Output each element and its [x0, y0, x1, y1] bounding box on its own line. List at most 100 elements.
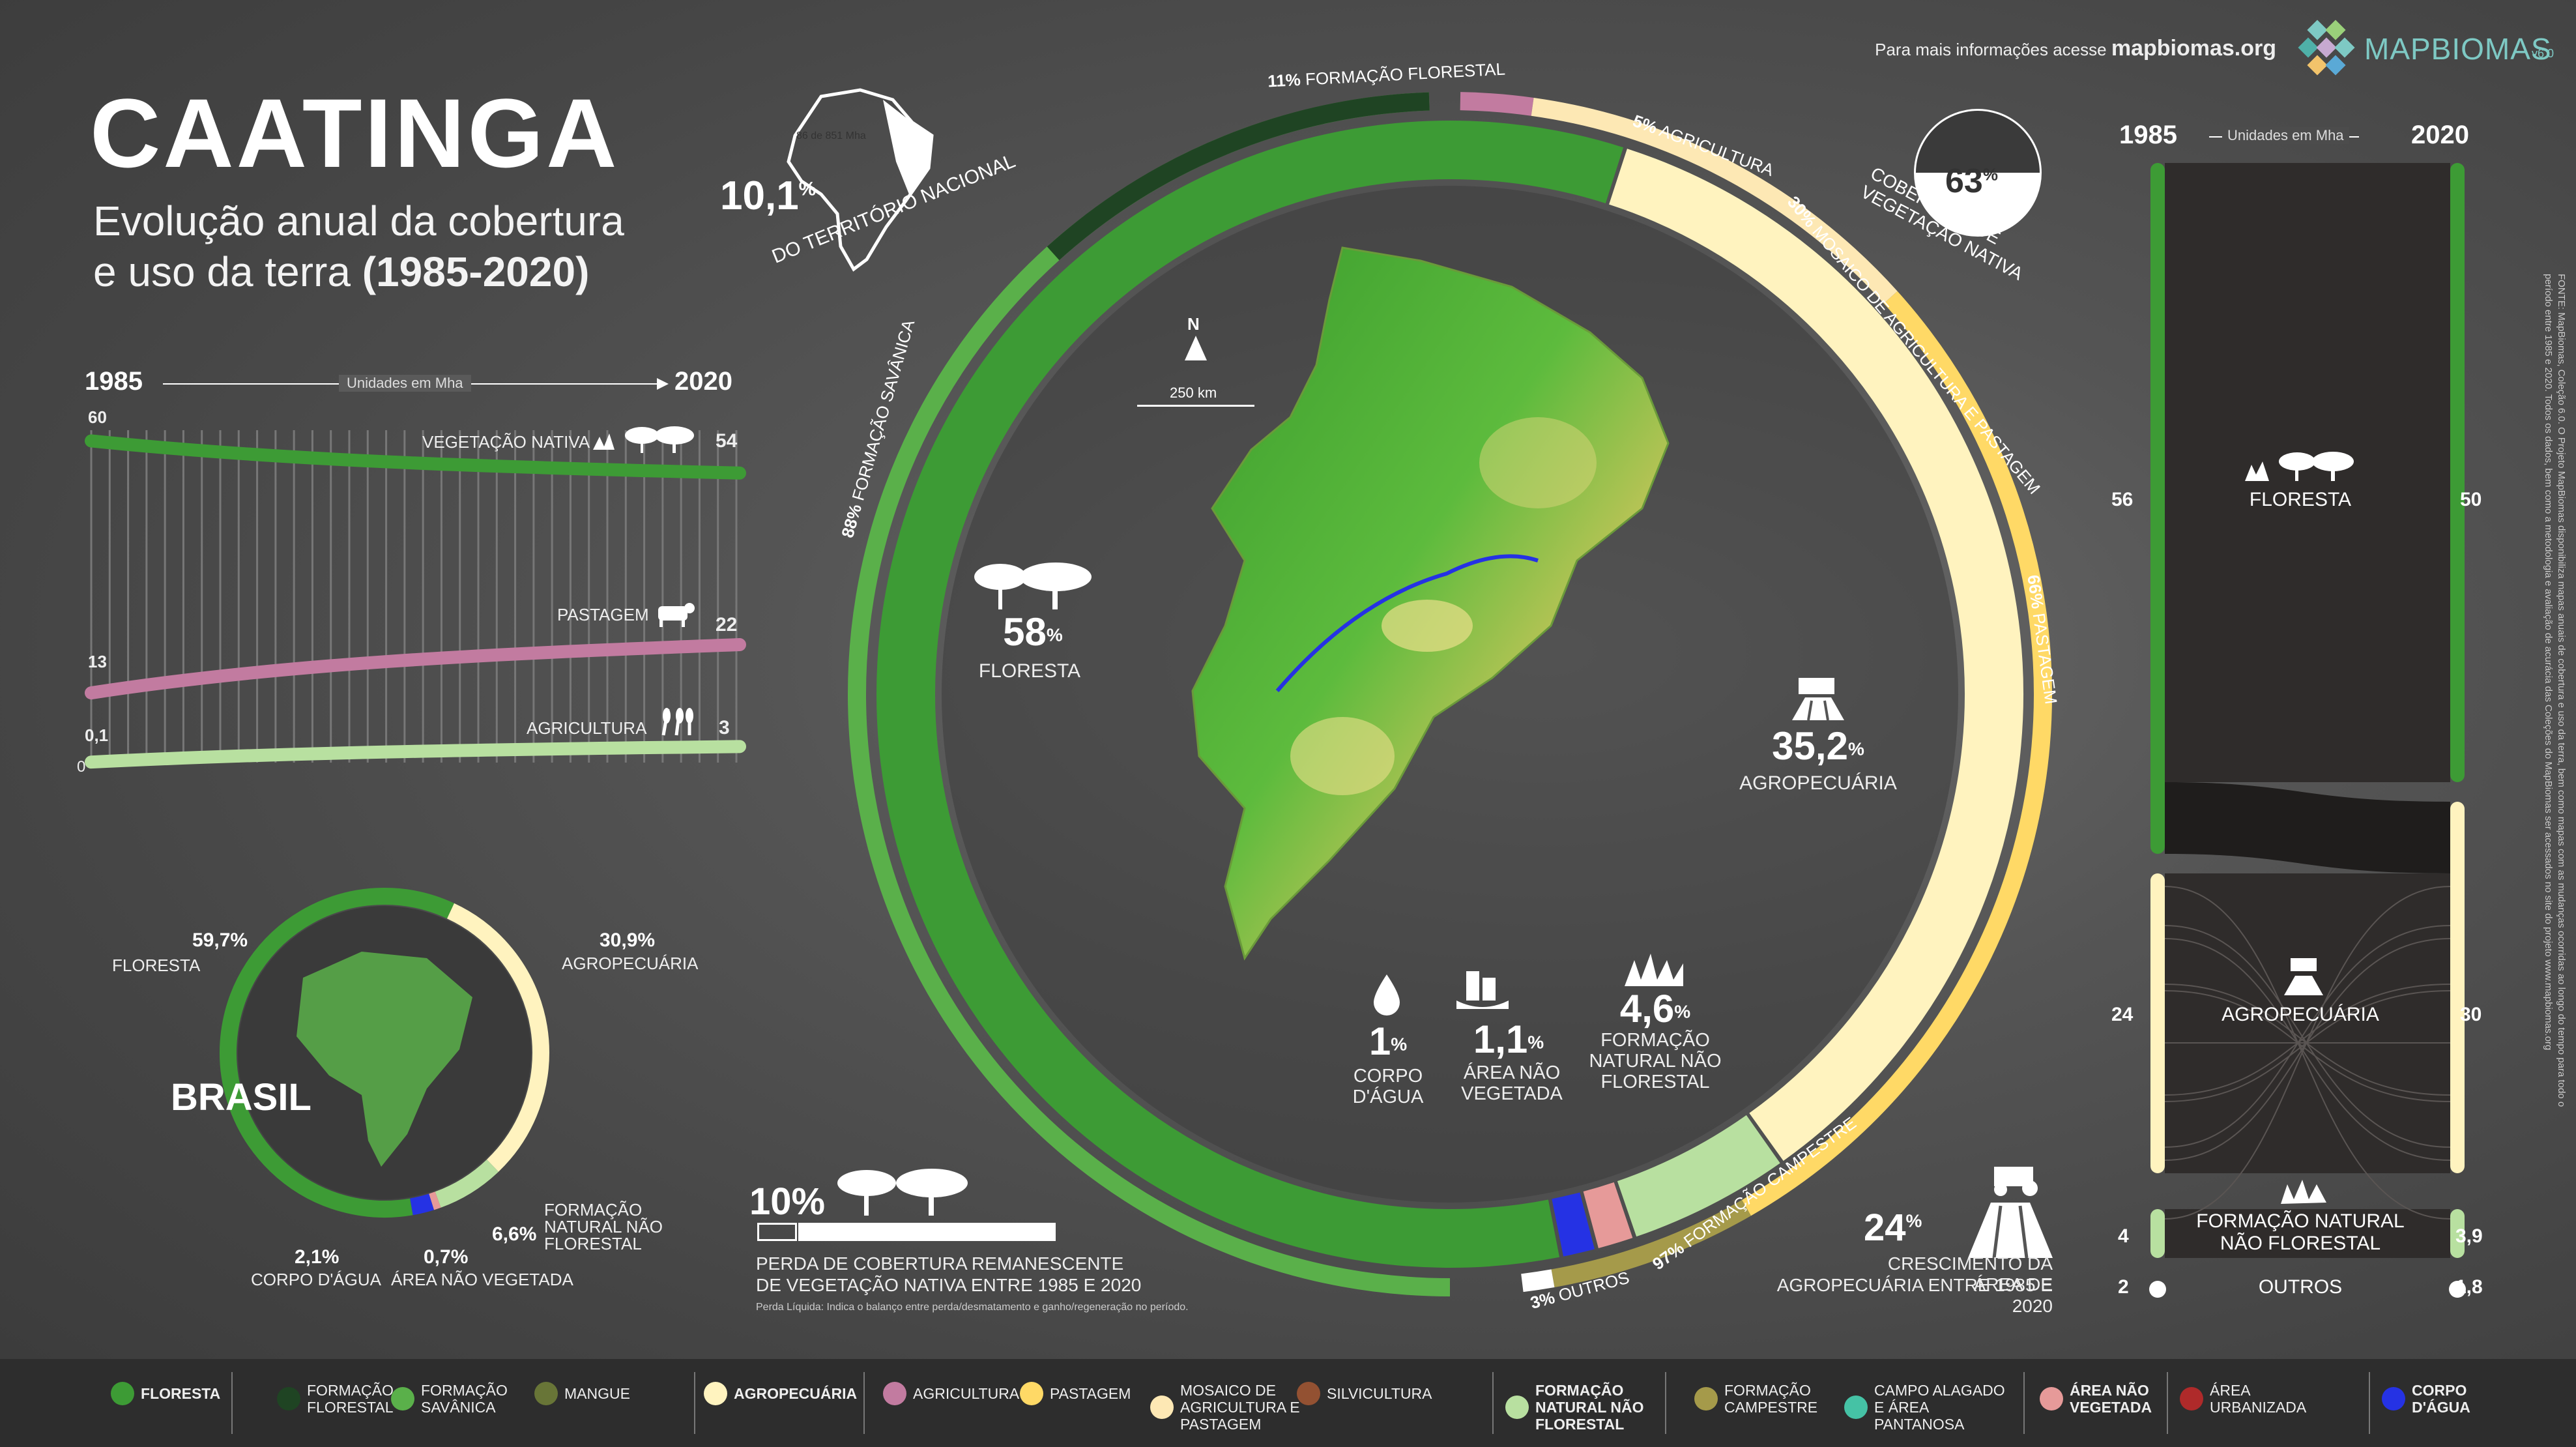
legend-divider: [2023, 1372, 2025, 1434]
cow-icon: [658, 603, 695, 627]
subtitle-years: (1985-2020): [362, 248, 590, 295]
legend-item: FLORESTA: [111, 1382, 252, 1405]
series-line-1: [85, 638, 746, 700]
sankey-left-floresta: [2150, 163, 2165, 854]
line-chart-x-end: 2020: [674, 367, 732, 396]
series-line-2: [85, 740, 746, 769]
legend-swatch: [1297, 1382, 1320, 1405]
brasil-agro-label: AGROPECUÁRIA: [562, 954, 699, 973]
legend-divider: [2167, 1372, 2168, 1434]
natural-label: FORMAÇÃO NATURAL NÃO FLORESTAL: [1589, 1030, 1722, 1092]
sankey-units: Unidades em Mha: [2222, 127, 2349, 144]
water-drop-icon: [1374, 974, 1400, 1016]
sankey-agro-label: AGROPECUÁRIA: [2221, 1004, 2379, 1025]
brasil-floresta-pct: 59,7%: [192, 929, 248, 951]
legend-bar: [0, 1359, 2576, 1447]
legend-item: CORPO D'ÁGUA: [2382, 1382, 2510, 1416]
mapbiomas-logo-icon: [2298, 20, 2355, 76]
sankey-flow-natural-natural: [2165, 1209, 2450, 1258]
page-subtitle: Evolução anual da cobertura e uso da ter…: [93, 196, 680, 297]
legend-swatch: [1694, 1387, 1718, 1410]
outer-ring-campestre: [1551, 1199, 1751, 1287]
brasil-slice-3: [409, 1193, 434, 1216]
series-end-native: 54: [716, 430, 738, 452]
info-text: Para mais informações acesse: [1875, 40, 2107, 59]
brasil-agua-label: CORPO D'ÁGUA: [251, 1270, 381, 1289]
sankey-1985-natural: 4: [2118, 1225, 2129, 1247]
sankey-thin-flow: [2164, 925, 2451, 1148]
legend-item: FORMAÇÃO FLORESTAL: [277, 1382, 411, 1416]
legend-item: FORMAÇÃO CAMPESTRE: [1694, 1382, 1848, 1416]
sankey-2020-outros: 1,8: [2455, 1276, 2483, 1298]
series-start-agricultura: 0,1: [85, 725, 109, 745]
agro-label: AGROPECUÁRIA: [1739, 772, 1897, 794]
legend-item: ÁREA URBANIZADA: [2180, 1382, 2340, 1416]
page-title: CAATINGA: [90, 78, 620, 188]
naoveg-pct: 1,1%: [1473, 1017, 1544, 1061]
floresta-tree-icon: [974, 563, 1092, 609]
sankey-natural-label: FORMAÇÃO NATURAL NÃO FLORESTAL: [2196, 1210, 2405, 1254]
legend-swatch: [1150, 1396, 1174, 1419]
legend-label: FORMAÇÃO FLORESTAL: [307, 1382, 394, 1416]
sankey-left-outros: [2149, 1281, 2166, 1298]
map-scale-bar: [1137, 405, 1254, 407]
loss-pct: 10%: [749, 1180, 826, 1223]
ring-ff-pct: 11%: [1267, 69, 1301, 91]
agua-pct: 1%: [1368, 1019, 1408, 1063]
sankey-right-floresta: [2450, 163, 2465, 782]
territory-mini-label: 86 de 851 Mha: [796, 130, 866, 141]
naoveg-pct-value: 1,1: [1473, 1017, 1528, 1061]
outer-ring-outros: [1521, 1269, 1555, 1293]
series-end-pastagem: 22: [716, 614, 738, 636]
natural-pct: 4,6%: [1619, 987, 1691, 1030]
legend-divider: [1492, 1372, 1494, 1434]
info-header: Para mais informações acesse mapbiomas.o…: [1875, 36, 2276, 61]
legend-swatch: [2382, 1387, 2405, 1410]
legend-divider: [231, 1372, 233, 1434]
growth-line2: AGROPECUÁRIA ENTRE 1985 E 2020: [1776, 1275, 2053, 1316]
brasil-floresta-label: FLORESTA: [112, 956, 201, 975]
legend-item: PASTAGEM: [1020, 1382, 1154, 1405]
sankey-1985-floresta: 56: [2111, 489, 2134, 510]
legend-swatch: [2180, 1387, 2203, 1410]
sankey-thin-flow: [2164, 886, 2451, 1220]
sankey-left-natural: [2150, 1209, 2165, 1258]
growth-tractor-icon: [1968, 1167, 2053, 1259]
series-start-pastagem: 13: [88, 652, 107, 671]
sankey-left-agro: [2150, 873, 2165, 1173]
outer-ring-agricultura: [1460, 92, 1534, 116]
sankey-tree-icon: [2245, 452, 2354, 481]
loss-tree-icon: [837, 1169, 968, 1216]
sankey-right-outros: [2449, 1281, 2466, 1298]
loss-line2: DE VEGETAÇÃO NATIVA ENTRE 1985 E 2020: [756, 1275, 1142, 1295]
legend-item: ÁREA NÃO VEGETADA: [2040, 1382, 2180, 1416]
legend-label: CAMPO ALAGADO E ÁREA PANTANOSA: [1874, 1382, 2005, 1433]
brasil-naoveg-pct: 0,7%: [424, 1246, 469, 1268]
sankey-thin-flow: [2164, 990, 2451, 1102]
sankey-grass-icon: [2281, 1180, 2326, 1204]
legend-label: FORMAÇÃO CAMPESTRE: [1724, 1382, 1818, 1416]
naoveg-label: ÁREA NÃO VEGETADA: [1461, 1062, 1563, 1104]
sankey-floresta-label: FLORESTA: [2249, 489, 2352, 510]
sankey-thin-flow: [2164, 984, 2451, 1096]
arrow-head-icon: [657, 378, 669, 390]
sankey-2020-natural: 3,9: [2455, 1225, 2483, 1247]
brazil-outline-icon: [787, 88, 934, 272]
legend-label: FORMAÇÃO NATURAL NÃO FLORESTAL: [1535, 1382, 1644, 1433]
donut-slice-0: [1609, 149, 2023, 1161]
sankey-right-agro: [2450, 802, 2465, 1173]
agua-pct-value: 1: [1368, 1019, 1391, 1063]
legend-swatch: [704, 1382, 727, 1405]
outer-ring-florestal: [1047, 92, 1430, 261]
floresta-pct: 58%: [1003, 610, 1063, 654]
legend-swatch: [534, 1382, 558, 1405]
site-link[interactable]: mapbiomas.org: [2111, 36, 2276, 61]
legend-swatch: [1505, 1396, 1529, 1419]
legend-divider: [1665, 1372, 1666, 1434]
native-cover-pct: 63%: [1945, 162, 1998, 200]
legend-swatch: [391, 1387, 414, 1410]
legend-label: ÁREA URBANIZADA: [2210, 1382, 2307, 1416]
sankey-x-start: 1985: [2119, 121, 2177, 149]
sankey-2020-agro: 30: [2460, 1004, 2482, 1025]
